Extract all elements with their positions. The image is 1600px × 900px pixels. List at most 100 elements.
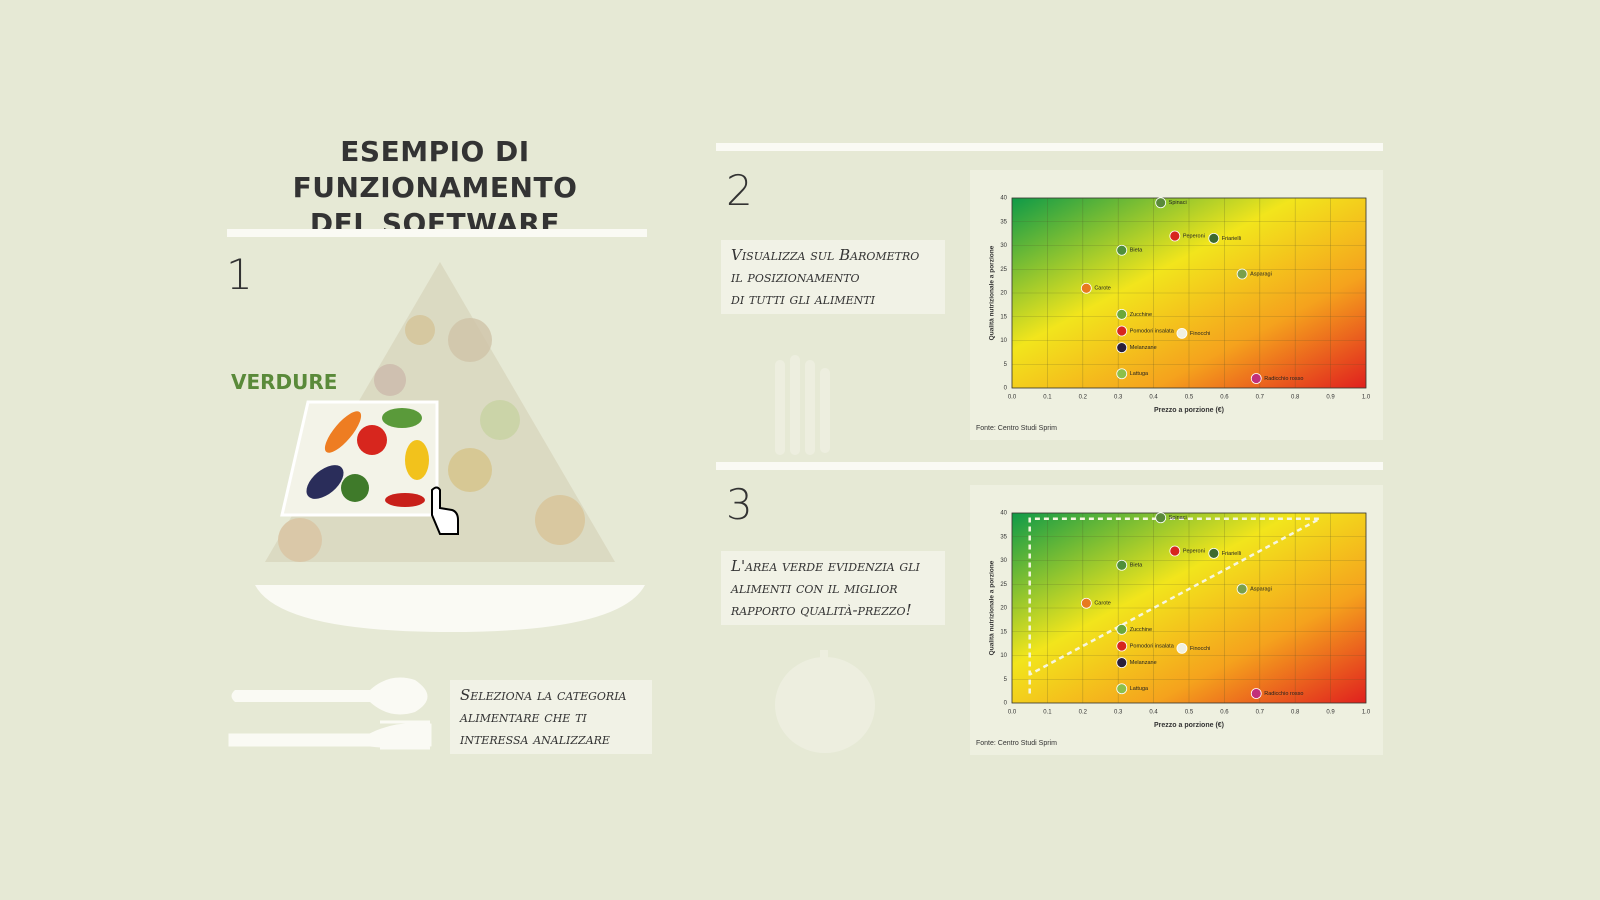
data-point	[1116, 342, 1128, 354]
point-label: Lattuga	[1130, 371, 1149, 377]
y-tick-label: 15	[1000, 629, 1007, 635]
asparagus-icon	[775, 355, 830, 455]
highlight-area	[1028, 517, 1321, 694]
x-tick-label: 0.2	[1079, 710, 1088, 716]
caption-line: di tutti gli alimenti	[731, 290, 875, 308]
x-axis-label: Prezzo a porzione (€)	[1154, 722, 1224, 729]
data-point	[1116, 657, 1128, 669]
point-label: Zucchine	[1130, 312, 1152, 318]
separator	[716, 143, 1383, 151]
y-tick-label: 35	[1000, 534, 1007, 540]
x-tick-label: 0.7	[1256, 395, 1265, 401]
x-tick-label: 0.0	[1008, 395, 1017, 401]
category-label[interactable]: VERDURE	[231, 370, 338, 394]
data-point	[1116, 683, 1128, 695]
x-tick-label: 1.0	[1362, 710, 1371, 716]
point-label: Radicchio rosso	[1264, 376, 1303, 382]
caption-line: Visualizza sul Barometro	[731, 246, 920, 264]
point-label: Bieta	[1130, 248, 1143, 254]
point-label: Lattuga	[1130, 686, 1149, 692]
plate	[255, 585, 645, 632]
y-tick-label: 40	[1000, 196, 1007, 202]
point-label: Pomodori insalata	[1130, 643, 1175, 649]
x-tick-label: 1.0	[1362, 395, 1371, 401]
data-point	[1116, 559, 1128, 571]
y-axis-label: Qualità nutrizionale a porzione	[989, 560, 996, 655]
y-tick-label: 20	[1000, 291, 1007, 297]
data-point	[1116, 368, 1128, 380]
pepper-icon	[775, 650, 875, 753]
point-label: Friarielli	[1222, 551, 1241, 557]
point-label: Pomodori insalata	[1130, 328, 1175, 334]
caption-line: L'area verde evidenzia gli	[731, 557, 920, 575]
point-label: Bieta	[1130, 563, 1143, 569]
data-point	[1155, 197, 1167, 209]
caption-line: rapporto qualità-prezzo!	[731, 601, 912, 619]
plot-area	[1011, 512, 1367, 704]
y-tick-label: 15	[1000, 314, 1007, 320]
step-number: 3	[726, 480, 753, 529]
x-tick-label: 0.5	[1185, 710, 1194, 716]
y-tick-label: 0	[1004, 386, 1008, 392]
point-label: Carote	[1094, 601, 1111, 607]
point-label: Finocchi	[1190, 331, 1210, 337]
spoon	[231, 677, 428, 715]
separator	[716, 462, 1383, 470]
x-tick-label: 0.9	[1326, 395, 1335, 401]
point-label: Zucchine	[1130, 627, 1152, 633]
caption: Visualizza sul Barometro il posizionament…	[721, 240, 945, 314]
point-label: Friarielli	[1222, 236, 1241, 242]
data-point	[1176, 327, 1188, 339]
caption-line: Seleziona la categoria	[460, 686, 627, 704]
barometer-chart: 0.0 0.1 0.2 0.3 0.4 0.5 0.6 0.7 0.8 0.9 1.0 0 5 10 15 2…	[970, 170, 1383, 440]
y-tick-label: 0	[1004, 701, 1008, 707]
x-tick-label: 0.7	[1256, 710, 1265, 716]
data-point	[1236, 583, 1248, 595]
data-point	[1208, 232, 1220, 244]
x-tick-label: 0.3	[1114, 395, 1123, 401]
x-tick-label: 0.4	[1149, 710, 1158, 716]
barometer-chart: 0.0 0.1 0.2 0.3 0.4 0.5 0.6 0.7 0.8 0.9 1.0 0 5 10 15 2…	[970, 485, 1383, 755]
point-label: Spinaci	[1169, 200, 1187, 206]
y-tick-label: 35	[1000, 219, 1007, 225]
step-number: 2	[726, 166, 753, 215]
data-point	[1236, 268, 1248, 280]
point-label: Finocchi	[1190, 646, 1210, 652]
point-label: Asparagi	[1250, 586, 1272, 592]
data-point	[1169, 230, 1181, 242]
x-tick-label: 0.1	[1043, 710, 1052, 716]
point-label: Asparagi	[1250, 271, 1272, 277]
y-tick-label: 25	[1000, 267, 1007, 273]
point-label: Carote	[1094, 286, 1111, 292]
caption-line: alimenti con il miglior	[731, 579, 898, 597]
x-axis-label: Prezzo a porzione (€)	[1154, 407, 1224, 414]
data-point	[1250, 688, 1262, 699]
x-tick-label: 0.2	[1079, 395, 1088, 401]
y-axis-label: Qualità nutrizionale a porzione	[989, 245, 996, 340]
data-point	[1116, 325, 1128, 337]
data-point	[1208, 547, 1220, 559]
plot-area	[1011, 197, 1367, 389]
x-tick-label: 0.8	[1291, 395, 1300, 401]
data-point	[1080, 597, 1092, 609]
point-label: Spinaci	[1169, 515, 1187, 521]
data-point	[1250, 373, 1262, 384]
x-tick-label: 0.1	[1043, 395, 1052, 401]
caption: Seleziona la categoria alimentare che ti i…	[450, 680, 652, 754]
x-tick-label: 0.9	[1326, 710, 1335, 716]
cursor	[431, 486, 459, 535]
point-label: Peperoni	[1183, 548, 1205, 554]
point-label: Peperoni	[1183, 233, 1205, 239]
title: ESEMPIO DI FUNZIONAMENTO DEL SOFTWARE	[200, 134, 670, 242]
point-label: Radicchio rosso	[1264, 691, 1303, 697]
data-point	[1155, 512, 1167, 524]
x-tick-label: 0.4	[1149, 395, 1158, 401]
source: Fonte: Centro Studi Sprim	[976, 740, 1057, 747]
y-tick-label: 30	[1000, 558, 1007, 564]
fork	[228, 720, 432, 750]
caption-line: alimentare che ti	[460, 708, 587, 726]
data-point	[1176, 642, 1188, 654]
y-tick-label: 40	[1000, 511, 1007, 517]
